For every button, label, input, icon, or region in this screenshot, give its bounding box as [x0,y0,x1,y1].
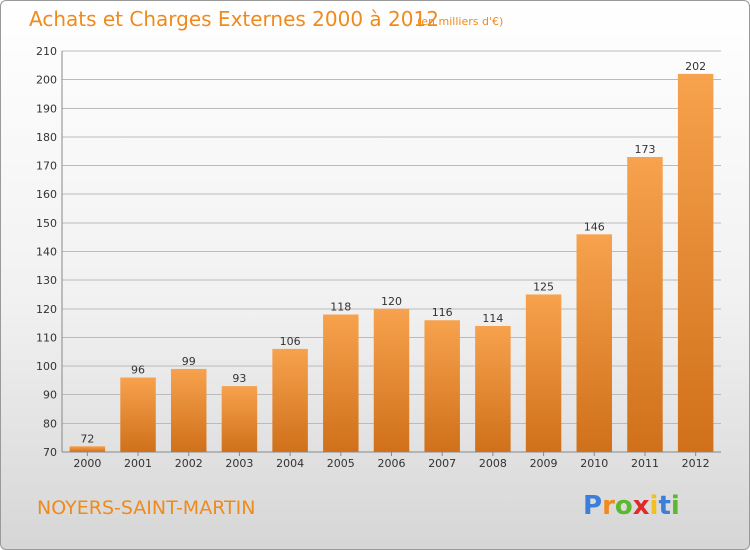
y-tick-label: 210 [36,45,57,58]
logo-letter: x [632,491,650,521]
y-tick-label: 130 [36,274,57,287]
x-tick-label: 2008 [479,457,507,470]
bar [475,325,511,452]
bar [69,446,106,452]
y-tick-label: 150 [36,217,57,230]
x-tick-label: 2005 [327,457,355,470]
bar [120,377,156,452]
x-tick-label: 2006 [378,457,406,470]
bar [525,294,562,452]
x-tick-label: 2010 [580,457,608,470]
x-tick-label: 2000 [73,457,101,470]
x-tick-label: 2007 [428,457,456,470]
y-tick-label: 80 [43,417,57,430]
bar-value-label: 173 [634,143,655,156]
logo-letter: i [649,491,659,521]
y-tick-label: 70 [43,446,57,459]
bar-value-label: 118 [330,301,351,314]
y-tick-label: 200 [36,74,57,87]
y-tick-label: 100 [36,360,57,373]
bar-value-label: 106 [280,335,301,348]
x-tick-label: 2009 [530,457,558,470]
x-tick-label: 2002 [175,457,203,470]
bar-value-label: 96 [131,364,145,377]
bar-layer: 72 96 99 93 106 118 120 116 114 125 146 173 202 [69,60,714,453]
y-tick-label: 180 [36,131,57,144]
bar-value-label: 125 [533,280,554,293]
y-tick-label: 140 [36,246,57,259]
commune-name: NOYERS-SAINT-MARTIN [37,497,256,519]
x-tick-label: 2011 [631,457,659,470]
logo-letter: i [670,491,680,521]
bar [424,320,460,452]
bar [576,234,613,452]
x-tick-label: 2004 [276,457,304,470]
proxiti-logo: Proxiti [583,491,680,521]
bar [170,368,207,452]
logo-letter: o [614,491,633,521]
x-tick-label: 2003 [225,457,253,470]
bar-value-label: 116 [432,306,453,319]
bar-value-label: 72 [80,432,94,445]
y-tick-label: 170 [36,160,57,173]
bar-value-label: 202 [685,60,706,73]
bar [627,156,663,452]
bar-value-label: 93 [232,372,246,385]
logo-letter: t [658,491,671,521]
y-tick-label: 190 [36,102,57,115]
y-tick-label: 160 [36,188,57,201]
chart-title: Achats et Charges Externes 2000 à 2012 [29,7,439,31]
x-tick-label: 2012 [682,457,710,470]
y-tick-label: 120 [36,303,57,316]
chart-subtitle: (en milliers d'€) [417,15,504,28]
axis-layer: 7080901001101201301401501601701801902002… [36,45,721,470]
bar [373,308,410,452]
bar [221,386,258,452]
bar [272,348,308,452]
y-tick-label: 110 [36,331,57,344]
logo-letter: r [602,491,615,521]
x-tick-label: 2001 [124,457,152,470]
y-tick-label: 90 [43,389,57,402]
bar [677,73,714,453]
bar-value-label: 114 [482,312,503,325]
bar-value-label: 99 [182,355,196,368]
bar [323,314,359,452]
bar-value-label: 146 [584,220,605,233]
logo-letter: P [583,491,603,521]
bar-value-label: 120 [381,295,402,308]
